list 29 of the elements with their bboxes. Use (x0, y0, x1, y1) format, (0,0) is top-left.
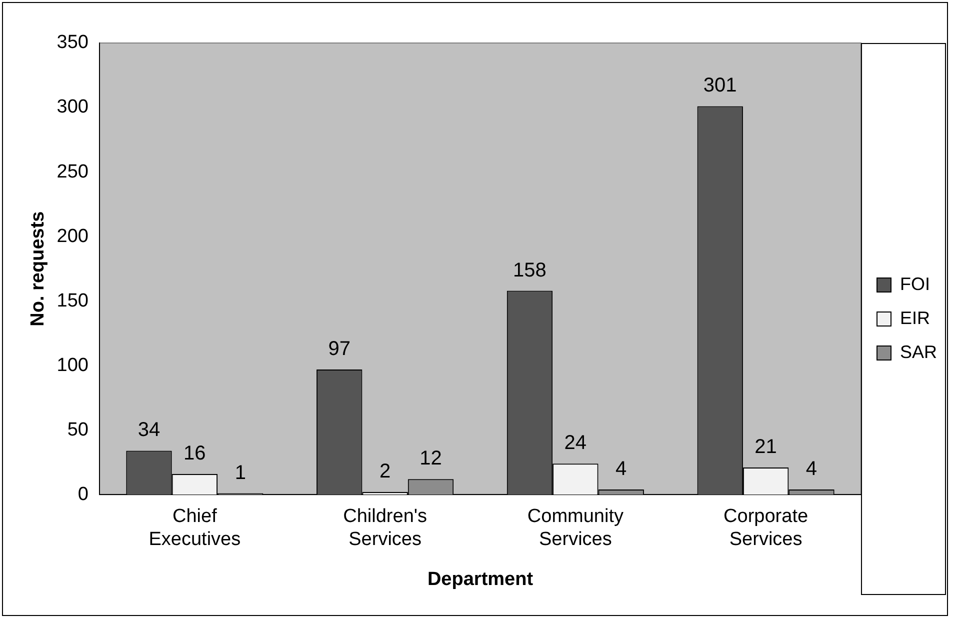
data-label: 24 (564, 432, 587, 454)
data-label: 21 (754, 436, 777, 458)
y-tick-label: 250 (56, 161, 88, 182)
data-label: 4 (616, 458, 627, 480)
data-label: 4 (806, 458, 818, 480)
legend-label: SAR (900, 342, 938, 362)
data-label: 2 (379, 460, 391, 483)
data-label: 34 (138, 419, 160, 442)
y-tick-label: 200 (56, 226, 88, 247)
x-tick-label: Chief Executives (148, 506, 241, 550)
data-label: 12 (420, 448, 442, 470)
y-tick-label: 300 (56, 96, 88, 118)
data-label: 158 (513, 259, 546, 282)
x-axis-title: Department (427, 568, 534, 590)
data-label: 301 (703, 74, 737, 97)
y-tick-label: 50 (67, 419, 88, 440)
y-axis-title: No. requests (28, 211, 49, 326)
y-tick-label: 0 (78, 484, 88, 505)
legend-label: FOI (900, 274, 930, 294)
x-tick-label: Corporate Services (724, 506, 808, 550)
y-tick-label: 350 (56, 32, 88, 54)
y-tick-label: 150 (56, 290, 88, 312)
legend-label: EIR (900, 308, 930, 328)
data-label: 1 (234, 462, 246, 484)
data-label: 16 (184, 442, 206, 464)
y-tick-label: 100 (56, 354, 88, 376)
x-tick-label: Community Services (527, 506, 624, 550)
data-label: 97 (328, 338, 350, 360)
x-tick-label: Children's Services (343, 506, 428, 550)
